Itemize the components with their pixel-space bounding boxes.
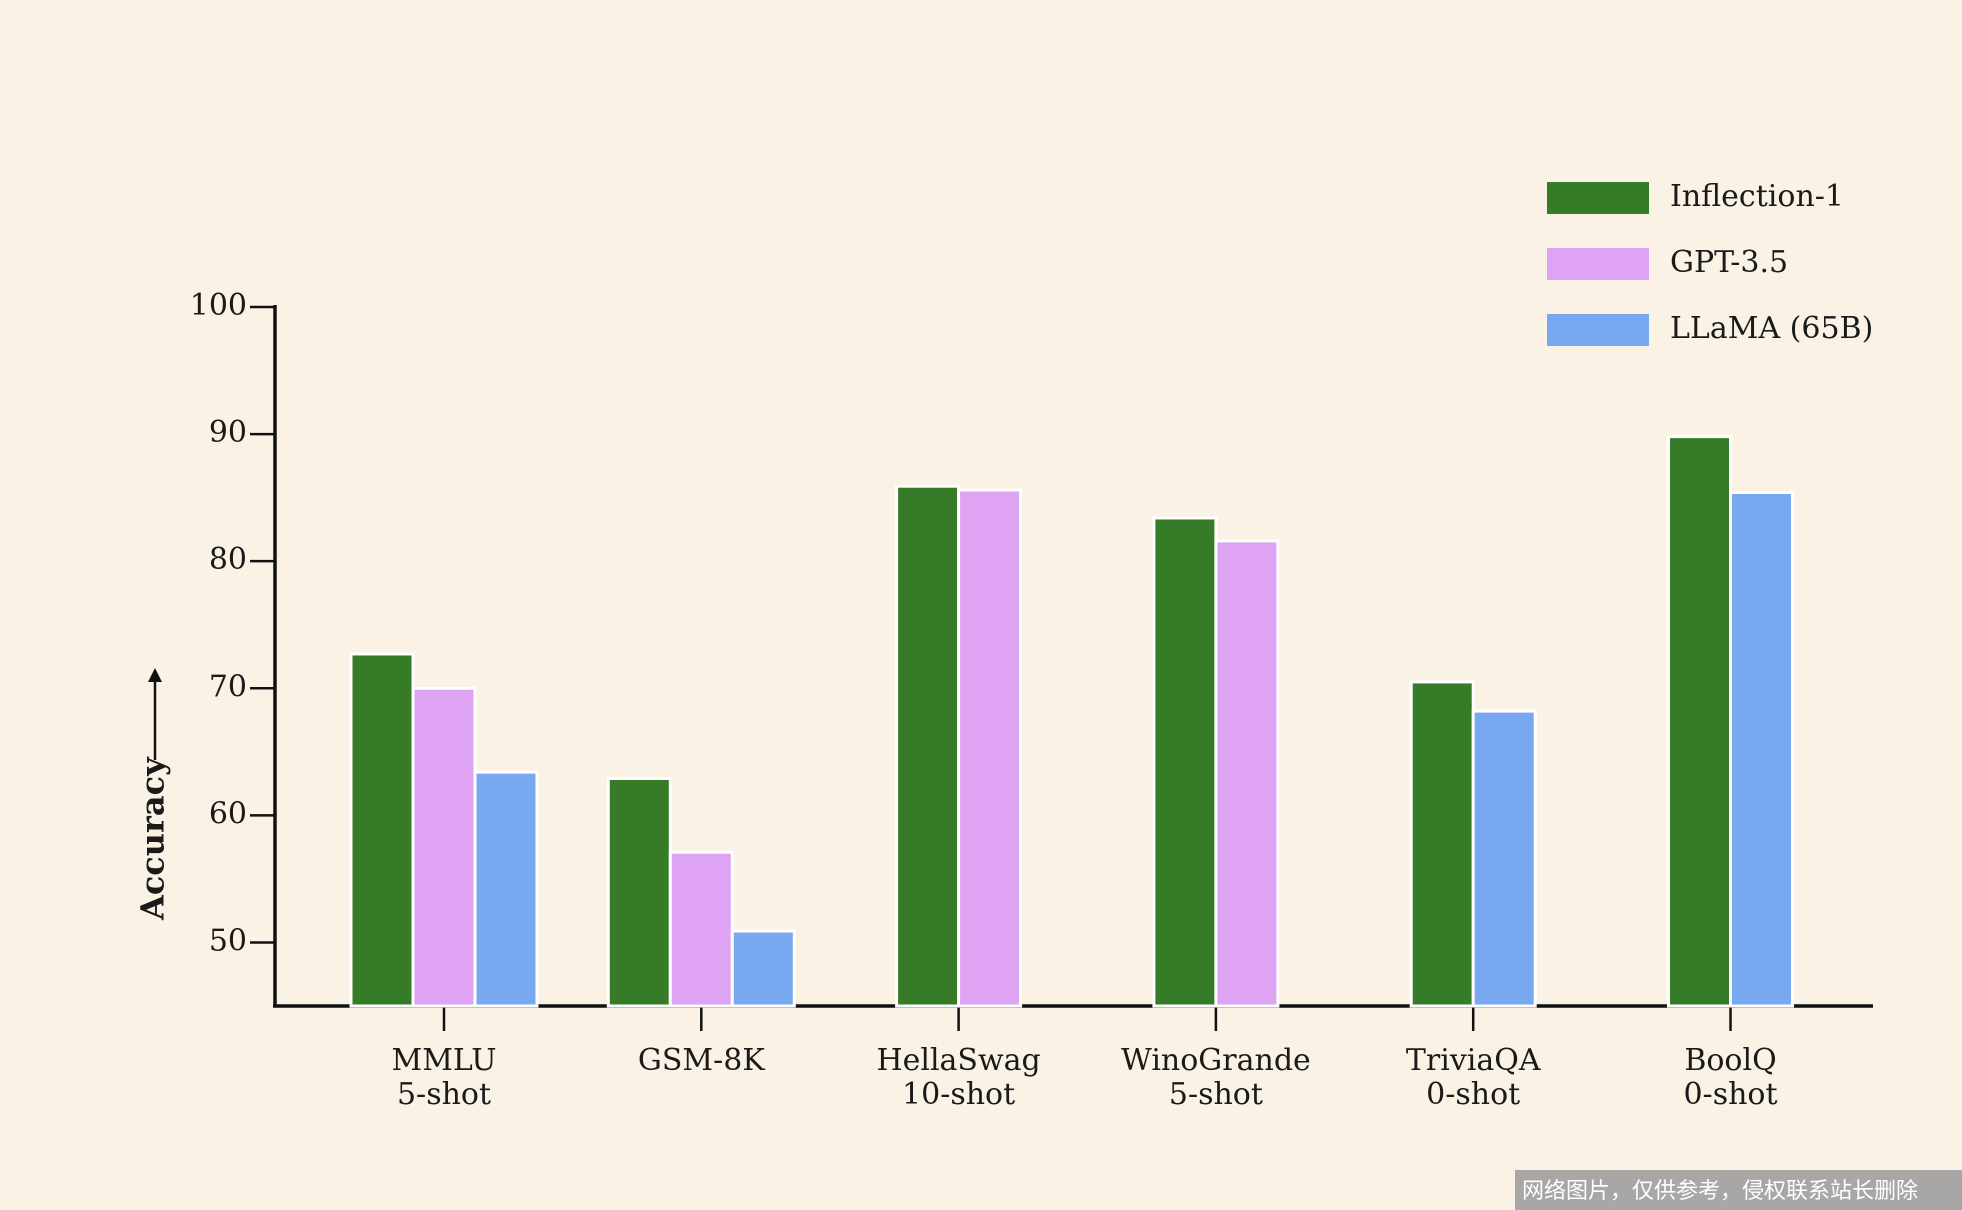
bar (1729, 491, 1794, 1008)
bar (895, 484, 961, 1008)
bar (411, 686, 477, 1008)
arrow-head (148, 668, 162, 682)
y-tick-label: 60 (209, 796, 247, 831)
x-tick-label: WinoGrande (1121, 1043, 1311, 1078)
x-tick-label: 0-shot (1426, 1077, 1520, 1112)
x-tick-label: 0-shot (1683, 1077, 1777, 1112)
y-tick-label: 90 (209, 415, 247, 450)
legend-swatch (1547, 182, 1649, 214)
y-tick-label: 50 (209, 923, 247, 958)
bar (668, 850, 734, 1008)
bar (1152, 516, 1218, 1008)
bar (1214, 539, 1280, 1008)
watermark: 网络图片，仅供参考，侵权联系站长删除 (1522, 1179, 1918, 1204)
x-tick-label: 10-shot (902, 1077, 1015, 1112)
bar (1667, 435, 1732, 1008)
x-tick-label: MMLU (392, 1043, 497, 1078)
legend-swatch (1547, 314, 1649, 346)
bar (473, 770, 539, 1008)
legend-label: LLaMA (65B) (1670, 311, 1873, 346)
x-tick-label: TriviaQA (1406, 1043, 1541, 1078)
x-tick-label: HellaSwag (876, 1043, 1040, 1078)
bar (730, 929, 796, 1008)
watermark-bg (1515, 1170, 1962, 1210)
y-tick-label: 80 (209, 542, 247, 577)
bar (1409, 680, 1475, 1008)
bar (957, 488, 1023, 1008)
x-tick-label: 5-shot (1169, 1077, 1263, 1112)
y-label: Accuracy (134, 756, 172, 921)
y-axis-label: Accuracy (134, 668, 172, 921)
bar (606, 777, 672, 1008)
x-tick-label: BoolQ (1684, 1043, 1776, 1078)
y-tick-label: 70 (209, 669, 247, 704)
legend-label: Inflection-1 (1670, 179, 1844, 214)
y-tick-label: 100 (190, 288, 247, 323)
x-tick-label: GSM-8K (638, 1043, 765, 1078)
x-tick-label: 5-shot (397, 1077, 491, 1112)
bar (349, 652, 415, 1008)
legend-label: GPT-3.5 (1670, 245, 1788, 280)
legend-swatch (1547, 248, 1649, 280)
bar (1471, 709, 1537, 1008)
